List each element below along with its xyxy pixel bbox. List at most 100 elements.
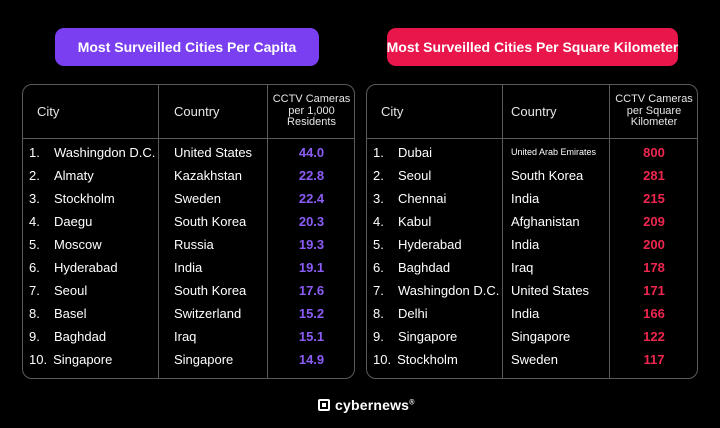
value-label: 20.3 [298, 214, 325, 229]
city-cell: 6. Baghdad [373, 256, 450, 279]
rank-label: 5. [29, 237, 40, 252]
city-name: Stockholm [397, 352, 458, 367]
rank-label: 10. [29, 352, 48, 367]
rank-label: 7. [29, 283, 40, 298]
city-cell: 3. Chennai [373, 187, 446, 210]
city-cell: 2. Almaty [29, 164, 94, 187]
rank-label: 4. [373, 214, 384, 229]
value-label: 14.9 [298, 352, 325, 367]
rank-label: 10. [373, 352, 392, 367]
city-name: Hyderabad [54, 260, 118, 275]
rank-label: 8. [29, 306, 40, 321]
city-cell: 9. Baghdad [29, 325, 106, 348]
city-name: Seoul [54, 283, 88, 298]
country-cell: Singapore [511, 329, 571, 344]
city-name: Moscow [54, 237, 102, 252]
value-label: 44.0 [298, 145, 325, 160]
rank-label: 4. [29, 214, 40, 229]
city-name: Washingdon D.C. [54, 145, 156, 160]
city-cell: 8. Basel [29, 302, 87, 325]
city-cell: 4. Kabul [373, 210, 431, 233]
table-row: 5. Moscow Russia 19.3 [23, 233, 354, 256]
country-column-header: Country [174, 104, 220, 119]
rank-label: 9. [29, 329, 40, 344]
city-name: Kabul [398, 214, 432, 229]
value-label: 122 [643, 329, 665, 344]
city-name: Singapore [398, 329, 458, 344]
table-row: 4. Kabul Afghanistan 209 [367, 210, 697, 233]
city-name: Chennai [398, 191, 447, 206]
table-row: 2. Seoul South Korea 281 [367, 164, 697, 187]
city-cell: 5. Hyderabad [373, 233, 462, 256]
table-row: 4. Daegu South Korea 20.3 [23, 210, 354, 233]
city-cell: 7. Washingdon D.C. [373, 279, 499, 302]
value-label: 15.2 [298, 306, 325, 321]
country-cell: United Arab Emirates [511, 147, 597, 157]
rank-label: 6. [29, 260, 40, 275]
country-cell: Iraq [511, 260, 534, 275]
table-row: 8. Basel Switzerland 15.2 [23, 302, 354, 325]
city-column-header: City [381, 104, 404, 119]
city-cell: 3. Stockholm [29, 187, 115, 210]
country-cell: Sweden [511, 352, 558, 367]
cybernews-logo: cybernews® [318, 395, 415, 415]
table-row: 5. Hyderabad India 200 [367, 233, 697, 256]
city-cell: 9. Singapore [373, 325, 457, 348]
value-label: 215 [643, 191, 665, 206]
rank-label: 1. [29, 145, 40, 160]
table-row: 8. Delhi India 166 [367, 302, 697, 325]
rank-label: 5. [373, 237, 384, 252]
city-cell: 2. Seoul [373, 164, 431, 187]
value-label: 19.1 [298, 260, 325, 275]
city-name: Basel [54, 306, 87, 321]
value-label: 117 [643, 352, 665, 367]
city-cell: 4. Daegu [29, 210, 92, 233]
value-label: 800 [643, 145, 665, 160]
value-label: 15.1 [298, 329, 325, 344]
country-cell: South Korea [511, 168, 584, 183]
city-cell: 10. Singapore [29, 348, 112, 371]
cybernews-logo-icon [318, 399, 330, 411]
rank-label: 2. [29, 168, 40, 183]
value-label: 281 [643, 168, 665, 183]
country-cell: Singapore [174, 352, 234, 367]
per-sq-km-title: Most Surveilled Cities Per Square Kilome… [387, 28, 678, 66]
rank-label: 1. [373, 145, 384, 160]
city-name: Delhi [398, 306, 428, 321]
rank-label: 3. [373, 191, 384, 206]
value-label: 166 [643, 306, 665, 321]
country-cell: Afghanistan [511, 214, 580, 229]
value-label: 19.3 [298, 237, 325, 252]
city-cell: 6. Hyderabad [29, 256, 118, 279]
city-name: Daegu [54, 214, 93, 229]
table-row: 1. Washingdon D.C. United States 44.0 [23, 141, 354, 164]
city-name: Stockholm [54, 191, 115, 206]
value-label: 200 [643, 237, 665, 252]
rank-label: 6. [373, 260, 384, 275]
country-cell: South Korea [174, 283, 247, 298]
table-row: 6. Baghdad Iraq 178 [367, 256, 697, 279]
city-name: Hyderabad [398, 237, 462, 252]
city-cell: 5. Moscow [29, 233, 102, 256]
city-name: Baghdad [398, 260, 451, 275]
country-cell: United States [174, 145, 253, 160]
table-row: 3. Stockholm Sweden 22.4 [23, 187, 354, 210]
value-column-header: CCTV Cameras per 1,000 Residents [272, 93, 351, 129]
country-cell: Switzerland [174, 306, 242, 321]
city-column-header: City [37, 104, 60, 119]
city-cell: 1. Washingdon D.C. [29, 141, 155, 164]
value-column-header: CCTV Cameras per Square Kilometer [615, 93, 693, 129]
city-cell: 7. Seoul [29, 279, 87, 302]
value-label: 22.8 [298, 168, 325, 183]
city-name: Seoul [398, 168, 432, 183]
table-row: 2. Almaty Kazakhstan 22.8 [23, 164, 354, 187]
country-column-header: Country [511, 104, 557, 119]
table-row: 7. Seoul South Korea 17.6 [23, 279, 354, 302]
value-label: 17.6 [298, 283, 325, 298]
city-name: Baghdad [54, 329, 107, 344]
per-sq-km-table: City Country CCTV Cameras per Square Kil… [366, 84, 698, 379]
table-row: 10. Stockholm Sweden 117 [367, 348, 697, 371]
value-label: 209 [643, 214, 665, 229]
rank-label: 9. [373, 329, 384, 344]
value-label: 22.4 [298, 191, 325, 206]
